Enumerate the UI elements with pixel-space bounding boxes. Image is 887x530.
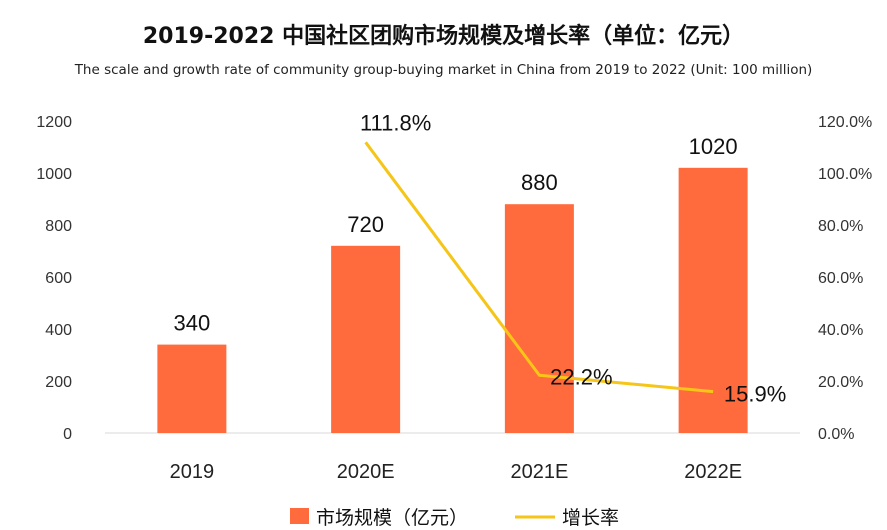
left-axis-tick-label: 600 bbox=[45, 270, 72, 287]
right-axis: 0.0% 20.0% 40.0% 60.0% 80.0% 100.0% 120.0% bbox=[818, 114, 872, 443]
bar bbox=[331, 245, 401, 433]
right-axis-tick-label: 100.0% bbox=[818, 166, 872, 183]
left-axis-tick-label: 200 bbox=[45, 374, 72, 391]
legend-line-label: 增长率 bbox=[562, 507, 619, 529]
line-series bbox=[364, 141, 714, 394]
right-axis-tick-label: 80.0% bbox=[818, 218, 863, 235]
bar bbox=[504, 204, 574, 433]
x-axis-category-label: 2020E bbox=[337, 461, 395, 483]
line-value-label: 22.2% bbox=[550, 364, 612, 389]
x-axis-category-label: 2021E bbox=[510, 461, 568, 483]
legend-bar-label: 市场规模（亿元） bbox=[316, 507, 468, 529]
data-labels: 340 720 880 1020 111.8% 22.2% 15.9% bbox=[174, 110, 787, 406]
bar-value-label: 880 bbox=[521, 170, 558, 195]
right-axis-tick-label: 20.0% bbox=[818, 374, 863, 391]
right-axis-tick-label: 0.0% bbox=[818, 426, 854, 443]
bar bbox=[157, 344, 227, 433]
left-axis-tick-label: 1000 bbox=[36, 166, 72, 183]
left-axis-tick-label: 400 bbox=[45, 322, 72, 339]
right-axis-tick-label: 120.0% bbox=[818, 114, 872, 131]
left-axis-tick-label: 1200 bbox=[36, 114, 72, 131]
left-axis-tick-label: 0 bbox=[63, 426, 72, 443]
line-value-label: 111.8% bbox=[360, 110, 431, 135]
left-axis-tick-label: 800 bbox=[45, 218, 72, 235]
chart-subtitle: The scale and growth rate of community g… bbox=[74, 62, 813, 78]
x-axis-category-label: 2019 bbox=[170, 461, 215, 483]
bar-value-label: 1020 bbox=[689, 134, 738, 159]
right-axis-tick-label: 40.0% bbox=[818, 322, 863, 339]
left-axis: 0 200 400 600 800 1000 1200 bbox=[36, 114, 72, 443]
legend: 市场规模（亿元） 增长率 bbox=[290, 507, 619, 529]
chart-title: 2019-2022 中国社区团购市场规模及增长率（单位：亿元） bbox=[142, 24, 745, 49]
bar-value-label: 720 bbox=[347, 212, 384, 237]
x-axis-category-label: 2022E bbox=[684, 461, 742, 483]
right-axis-tick-label: 60.0% bbox=[818, 270, 863, 287]
growth-rate-line bbox=[364, 141, 714, 394]
legend-bar-swatch bbox=[290, 508, 309, 524]
bar-series bbox=[157, 167, 748, 434]
bar-value-label: 340 bbox=[174, 311, 211, 336]
line-value-label: 15.9% bbox=[724, 382, 786, 407]
category-labels: 2019 2020E 2021E 2022E bbox=[170, 461, 742, 483]
